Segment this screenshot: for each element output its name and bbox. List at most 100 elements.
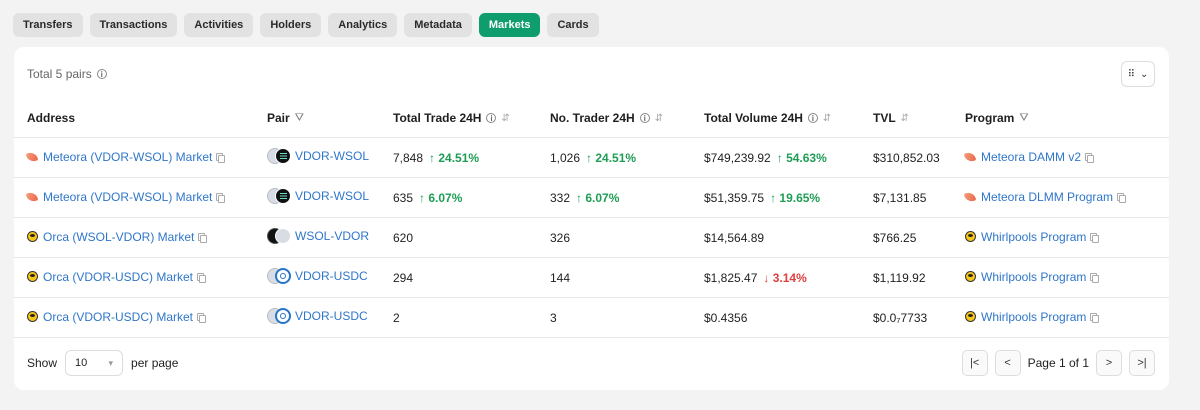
markets-table: Address Pair ⛛ Total Trade 24H i ⇵ No. Trad…: [14, 99, 1169, 338]
info-icon[interactable]: i: [639, 113, 650, 123]
orca-icon: [27, 231, 38, 243]
total-pairs-label: Total 5 pairs: [27, 67, 92, 81]
copy-icon[interactable]: [1090, 272, 1100, 283]
column-settings-button[interactable]: ⠿ ⌄: [1121, 61, 1155, 87]
market-address-link[interactable]: Orca (VDOR-USDC) Market: [43, 269, 194, 284]
no-trader-change: ↑ 24.51%: [586, 150, 637, 165]
tvl-cell: $310,852.03: [873, 137, 965, 178]
filter-icon[interactable]: ⛛: [294, 111, 304, 124]
show-label: Show: [27, 356, 58, 370]
program-cell: Whirlpools Program: [965, 217, 1169, 258]
header-pair: Pair ⛛: [267, 99, 393, 138]
orca-icon: [965, 311, 976, 323]
market-address-link[interactable]: Meteora (VDOR-WSOL) Market: [43, 150, 213, 164]
program-cell: Whirlpools Program: [965, 297, 1169, 338]
table-row: Orca (WSOL-VDOR) Market WSOL-VDOR 620 326 $1…: [14, 217, 1169, 258]
market-address-link[interactable]: Orca (VDOR-USDC) Market: [43, 309, 194, 324]
page-size-select[interactable]: 10 ▾: [65, 350, 124, 376]
program-link[interactable]: Whirlpools Program: [981, 309, 1087, 324]
first-page-button[interactable]: |<: [961, 350, 988, 376]
copy-icon[interactable]: [198, 232, 208, 243]
total-volume-cell: $51,359.75 ↑ 19.65%: [704, 177, 873, 218]
filter-icon[interactable]: ⛛: [1019, 111, 1029, 124]
pair-link[interactable]: VDOR-WSOL: [295, 189, 370, 203]
total-trade-value: 7,848: [393, 150, 424, 165]
tab-metadata[interactable]: Metadata: [404, 13, 472, 37]
tvl-value: $0.0₇7733: [873, 310, 928, 325]
total-volume-value: $51,359.75: [704, 190, 765, 205]
total-volume-cell: $749,239.92 ↑ 54.63%: [704, 137, 873, 178]
chevron-down-icon: ⌄: [1139, 68, 1149, 80]
prev-page-button[interactable]: <: [994, 350, 1021, 376]
copy-icon[interactable]: [216, 153, 226, 163]
markets-card: Total 5 pairs i ⠿ ⌄ Address Pair ⛛ Total …: [14, 47, 1169, 390]
tvl-value: $7,131.85: [873, 190, 927, 205]
tab-cards[interactable]: Cards: [547, 13, 599, 37]
no-trader-cell: 326: [550, 217, 704, 258]
table-row: Orca (VDOR-USDC) Market VDOR-USDC 294 144 $1…: [14, 257, 1169, 298]
token-pair-icon: [267, 268, 291, 284]
total-volume-cell: $14,564.89: [704, 217, 873, 258]
header-address: Address: [14, 99, 267, 138]
next-page-button[interactable]: >: [1096, 350, 1122, 376]
total-trade-change: ↑ 24.51%: [429, 150, 480, 165]
tvl-cell: $0.0₇7733: [873, 297, 965, 338]
tab-transactions[interactable]: Transactions: [89, 13, 178, 37]
program-link[interactable]: Meteora DAMM v2: [981, 150, 1082, 164]
table-row: Meteora (VDOR-WSOL) Market VDOR-WSOL 7,848…: [14, 137, 1169, 178]
tvl-cell: $1,119.92: [873, 257, 965, 298]
total-volume-value: $749,239.92: [704, 150, 771, 165]
copy-icon[interactable]: [1090, 232, 1100, 243]
tab-bar: Transfers Transactions Activities Holders An…: [13, 13, 599, 37]
total-trade-value: 2: [393, 310, 400, 325]
info-icon[interactable]: i: [96, 69, 107, 79]
address-cell: Orca (VDOR-USDC) Market: [14, 297, 267, 338]
total-volume-cell: $1,825.47 ↓ 3.14%: [704, 257, 873, 298]
info-icon[interactable]: i: [486, 113, 497, 123]
copy-icon[interactable]: [197, 312, 207, 323]
meteora-icon: [963, 190, 977, 204]
tab-analytics[interactable]: Analytics: [328, 13, 398, 37]
address-cell: Orca (WSOL-VDOR) Market: [14, 217, 267, 258]
tab-markets[interactable]: Markets: [478, 13, 541, 37]
copy-icon[interactable]: [216, 193, 226, 203]
program-cell: Whirlpools Program: [965, 257, 1169, 298]
copy-icon[interactable]: [197, 272, 207, 283]
sort-icon[interactable]: ⇵: [501, 112, 510, 124]
total-trade-cell: 7,848 ↑ 24.51%: [393, 137, 550, 178]
total-trade-value: 620: [393, 230, 414, 245]
tvl-cell: $7,131.85: [873, 177, 965, 218]
market-address-link[interactable]: Meteora (VDOR-WSOL) Market: [43, 190, 213, 204]
copy-icon[interactable]: [1085, 153, 1095, 163]
last-page-icon: >|: [1137, 357, 1147, 369]
last-page-button[interactable]: >|: [1129, 350, 1155, 376]
total-volume-change: ↓ 3.14%: [763, 270, 807, 285]
chevron-right-icon: >: [1105, 357, 1113, 369]
program-link[interactable]: Whirlpools Program: [981, 229, 1087, 244]
orca-icon: [965, 231, 976, 243]
no-trader-cell: 144: [550, 257, 704, 298]
page-info: Page 1 of 1: [1027, 356, 1089, 370]
market-address-link[interactable]: Orca (WSOL-VDOR) Market: [43, 229, 195, 244]
pair-link[interactable]: VDOR-WSOL: [295, 149, 370, 163]
address-cell: Meteora (VDOR-WSOL) Market: [14, 177, 267, 218]
copy-icon[interactable]: [1117, 193, 1127, 203]
sort-icon[interactable]: ⇵: [822, 112, 832, 124]
pair-link[interactable]: VDOR-USDC: [295, 269, 368, 283]
info-icon[interactable]: i: [807, 113, 818, 123]
tab-activities[interactable]: Activities: [184, 13, 254, 37]
copy-icon[interactable]: [1090, 312, 1100, 323]
tab-transfers[interactable]: Transfers: [13, 13, 83, 37]
tab-holders[interactable]: Holders: [260, 13, 322, 37]
tvl-cell: $766.25: [873, 217, 965, 258]
pair-link[interactable]: WSOL-VDOR: [295, 229, 370, 243]
per-page-label: per page: [131, 356, 179, 370]
grid-icon: ⠿: [1127, 68, 1135, 80]
pair-link[interactable]: VDOR-USDC: [295, 309, 368, 323]
program-link[interactable]: Whirlpools Program: [981, 269, 1087, 284]
page-size-control: Show 10 ▾ per page: [27, 350, 178, 376]
sort-icon[interactable]: ⇵: [900, 112, 910, 124]
orca-icon: [27, 271, 38, 283]
sort-icon[interactable]: ⇵: [654, 112, 664, 124]
program-link[interactable]: Meteora DLMM Program: [981, 190, 1114, 204]
